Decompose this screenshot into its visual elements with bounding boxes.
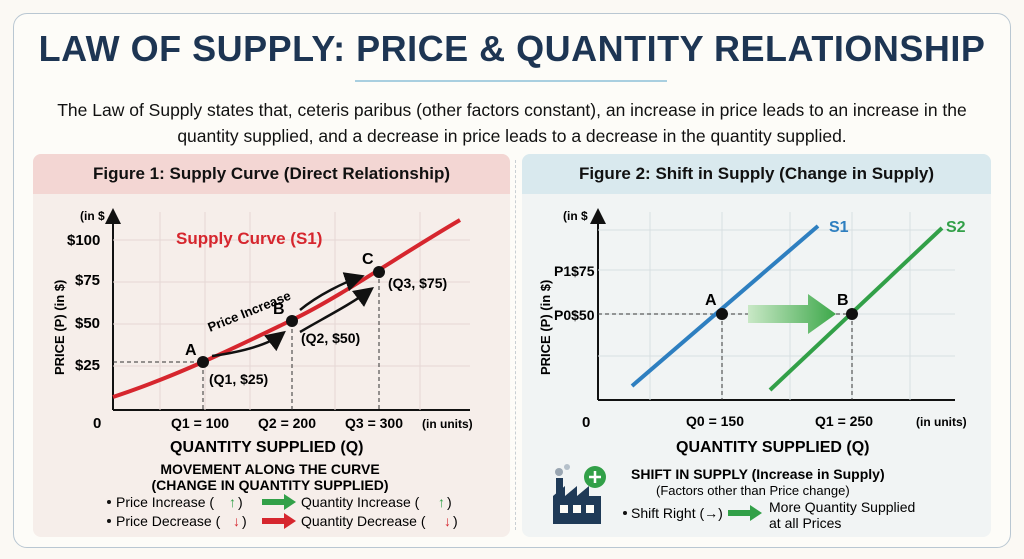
figure1-arrow-bc-lower <box>299 287 375 334</box>
figure2-y-axis-label: PRICE (P) (in $) <box>538 280 553 375</box>
up-arrow-icon: ↑ <box>438 494 445 510</box>
figure1-xtick-q1: Q1 = 100 <box>171 415 229 431</box>
figure1-arrow-bc-upper <box>299 272 365 311</box>
figure2-ytick-p1: P1$75 <box>554 263 595 279</box>
shift-title: SHIFT IN SUPPLY (Increase in Supply) <box>631 466 885 482</box>
figure1-x-axis-label: QUANTITY SUPPLIED (Q) <box>170 439 364 456</box>
figure2-chart: (in $ PRICE (P) (in $) 0 P1$75 P0$50 S1 … <box>538 208 967 456</box>
figure2-x-unit: (in units) <box>916 415 967 429</box>
shift-legend: SHIFT IN SUPPLY (Increase in Supply) (Fa… <box>553 464 915 531</box>
figure2-xtick-q1: Q1 = 250 <box>815 413 873 429</box>
figure2-s2-label: S2 <box>946 219 966 236</box>
figure1-point-b <box>286 315 298 327</box>
green-arrow-icon <box>262 494 296 510</box>
figure1-ytick-100: $100 <box>67 232 100 249</box>
movement-title-2: (CHANGE IN QUANTITY SUPPLIED) <box>152 477 389 493</box>
shift-right-2: at all Prices <box>769 515 841 531</box>
movement-legend: MOVEMENT ALONG THE CURVE (CHANGE IN QUAN… <box>107 461 458 529</box>
figure1-point-a-label: (Q1, $25) <box>209 371 268 387</box>
figure1-xtick-q3: Q3 = 300 <box>345 415 403 431</box>
shift-right-1: More Quantity Supplied <box>769 499 915 515</box>
figure1-arrow-ab <box>211 330 286 358</box>
figure1-point-a-name: A <box>185 342 197 359</box>
figure2-point-a <box>716 308 728 320</box>
figure1-point-c <box>373 266 385 278</box>
figure1-y-axis-label: PRICE (P) (in $) <box>52 280 67 375</box>
figure1-origin: 0 <box>93 415 101 432</box>
figure1-xtick-q2: Q2 = 200 <box>258 415 316 431</box>
figure1-point-b-name: B <box>273 301 285 318</box>
figure1-y-unit: (in $ <box>80 209 105 223</box>
figure2-curve-s2 <box>768 226 944 392</box>
title-underline <box>355 80 667 82</box>
bullet-2 <box>107 519 111 523</box>
page-title: LAW OF SUPPLY: PRICE & QUANTITY RELATION… <box>38 28 986 69</box>
down-arrow-icon: ↓ <box>233 513 240 529</box>
up-arrow-icon: ↑ <box>229 494 236 510</box>
movement-title-1: MOVEMENT ALONG THE CURVE <box>160 461 379 477</box>
intro-text: The Law of Supply states that, ceteris p… <box>57 100 967 146</box>
movement-row2-right-close: ) <box>453 513 458 529</box>
down-arrow-icon: ↓ <box>444 513 451 529</box>
factory-icon <box>553 464 601 524</box>
figure2-xtick-q0: Q0 = 150 <box>686 413 744 429</box>
figure1-ytick-50: $50 <box>75 315 100 332</box>
figure2-x-axis-label: QUANTITY SUPPLIED (Q) <box>676 439 870 456</box>
figure2-origin: 0 <box>582 414 590 431</box>
figure2-heading: Figure 2: Shift in Supply (Change in Sup… <box>522 154 991 194</box>
red-arrow-icon <box>262 513 296 529</box>
figure1-curve-label: Supply Curve (S1) <box>176 229 322 248</box>
figure1-point-c-name: C <box>362 251 374 268</box>
figure1-ytick-75: $75 <box>75 272 100 289</box>
figure2-ytick-p0: P0$50 <box>554 307 595 323</box>
figure2-point-a-name: A <box>705 292 717 309</box>
figure1-chart: (in $ PRICE (P) (in $) 0 $100 $75 $50 $2… <box>52 208 473 456</box>
bullet-1 <box>107 500 111 504</box>
figure2-point-b-name: B <box>837 292 849 309</box>
figure2-y-unit: (in $ <box>563 209 588 223</box>
figure2-point-b <box>846 308 858 320</box>
movement-row1-close: ) <box>238 494 243 510</box>
figure1-heading: Figure 1: Supply Curve (Direct Relations… <box>33 154 510 194</box>
figure2-curve-s1 <box>630 224 820 388</box>
movement-row2-right: Quantity Decrease ( <box>301 513 426 529</box>
figure1-x-unit: (in units) <box>422 417 473 431</box>
figure2-shift-arrow <box>748 294 836 334</box>
movement-row1-right-close: ) <box>447 494 452 510</box>
plus-sign <box>589 471 601 483</box>
shift-left: Shift Right (→) <box>631 505 723 521</box>
figure2-s1-label: S1 <box>829 219 849 236</box>
movement-row1-left: Price Increase ( <box>116 494 214 510</box>
movement-row2-left: Price Decrease ( <box>116 513 221 529</box>
figure1-guides <box>113 272 380 410</box>
figure1-point-c-label: (Q3, $75) <box>388 275 447 291</box>
movement-row1-right: Quantity Increase ( <box>301 494 420 510</box>
figure1-ytick-25: $25 <box>75 357 100 374</box>
figure1-point-b-label: (Q2, $50) <box>301 330 360 346</box>
shift-subtitle: (Factors other than Price change) <box>656 483 850 498</box>
movement-row2-close: ) <box>242 513 247 529</box>
figure1-point-a <box>197 356 209 368</box>
green-arrow-icon <box>728 505 762 521</box>
panel-divider <box>515 160 516 530</box>
bullet-3 <box>623 511 627 515</box>
